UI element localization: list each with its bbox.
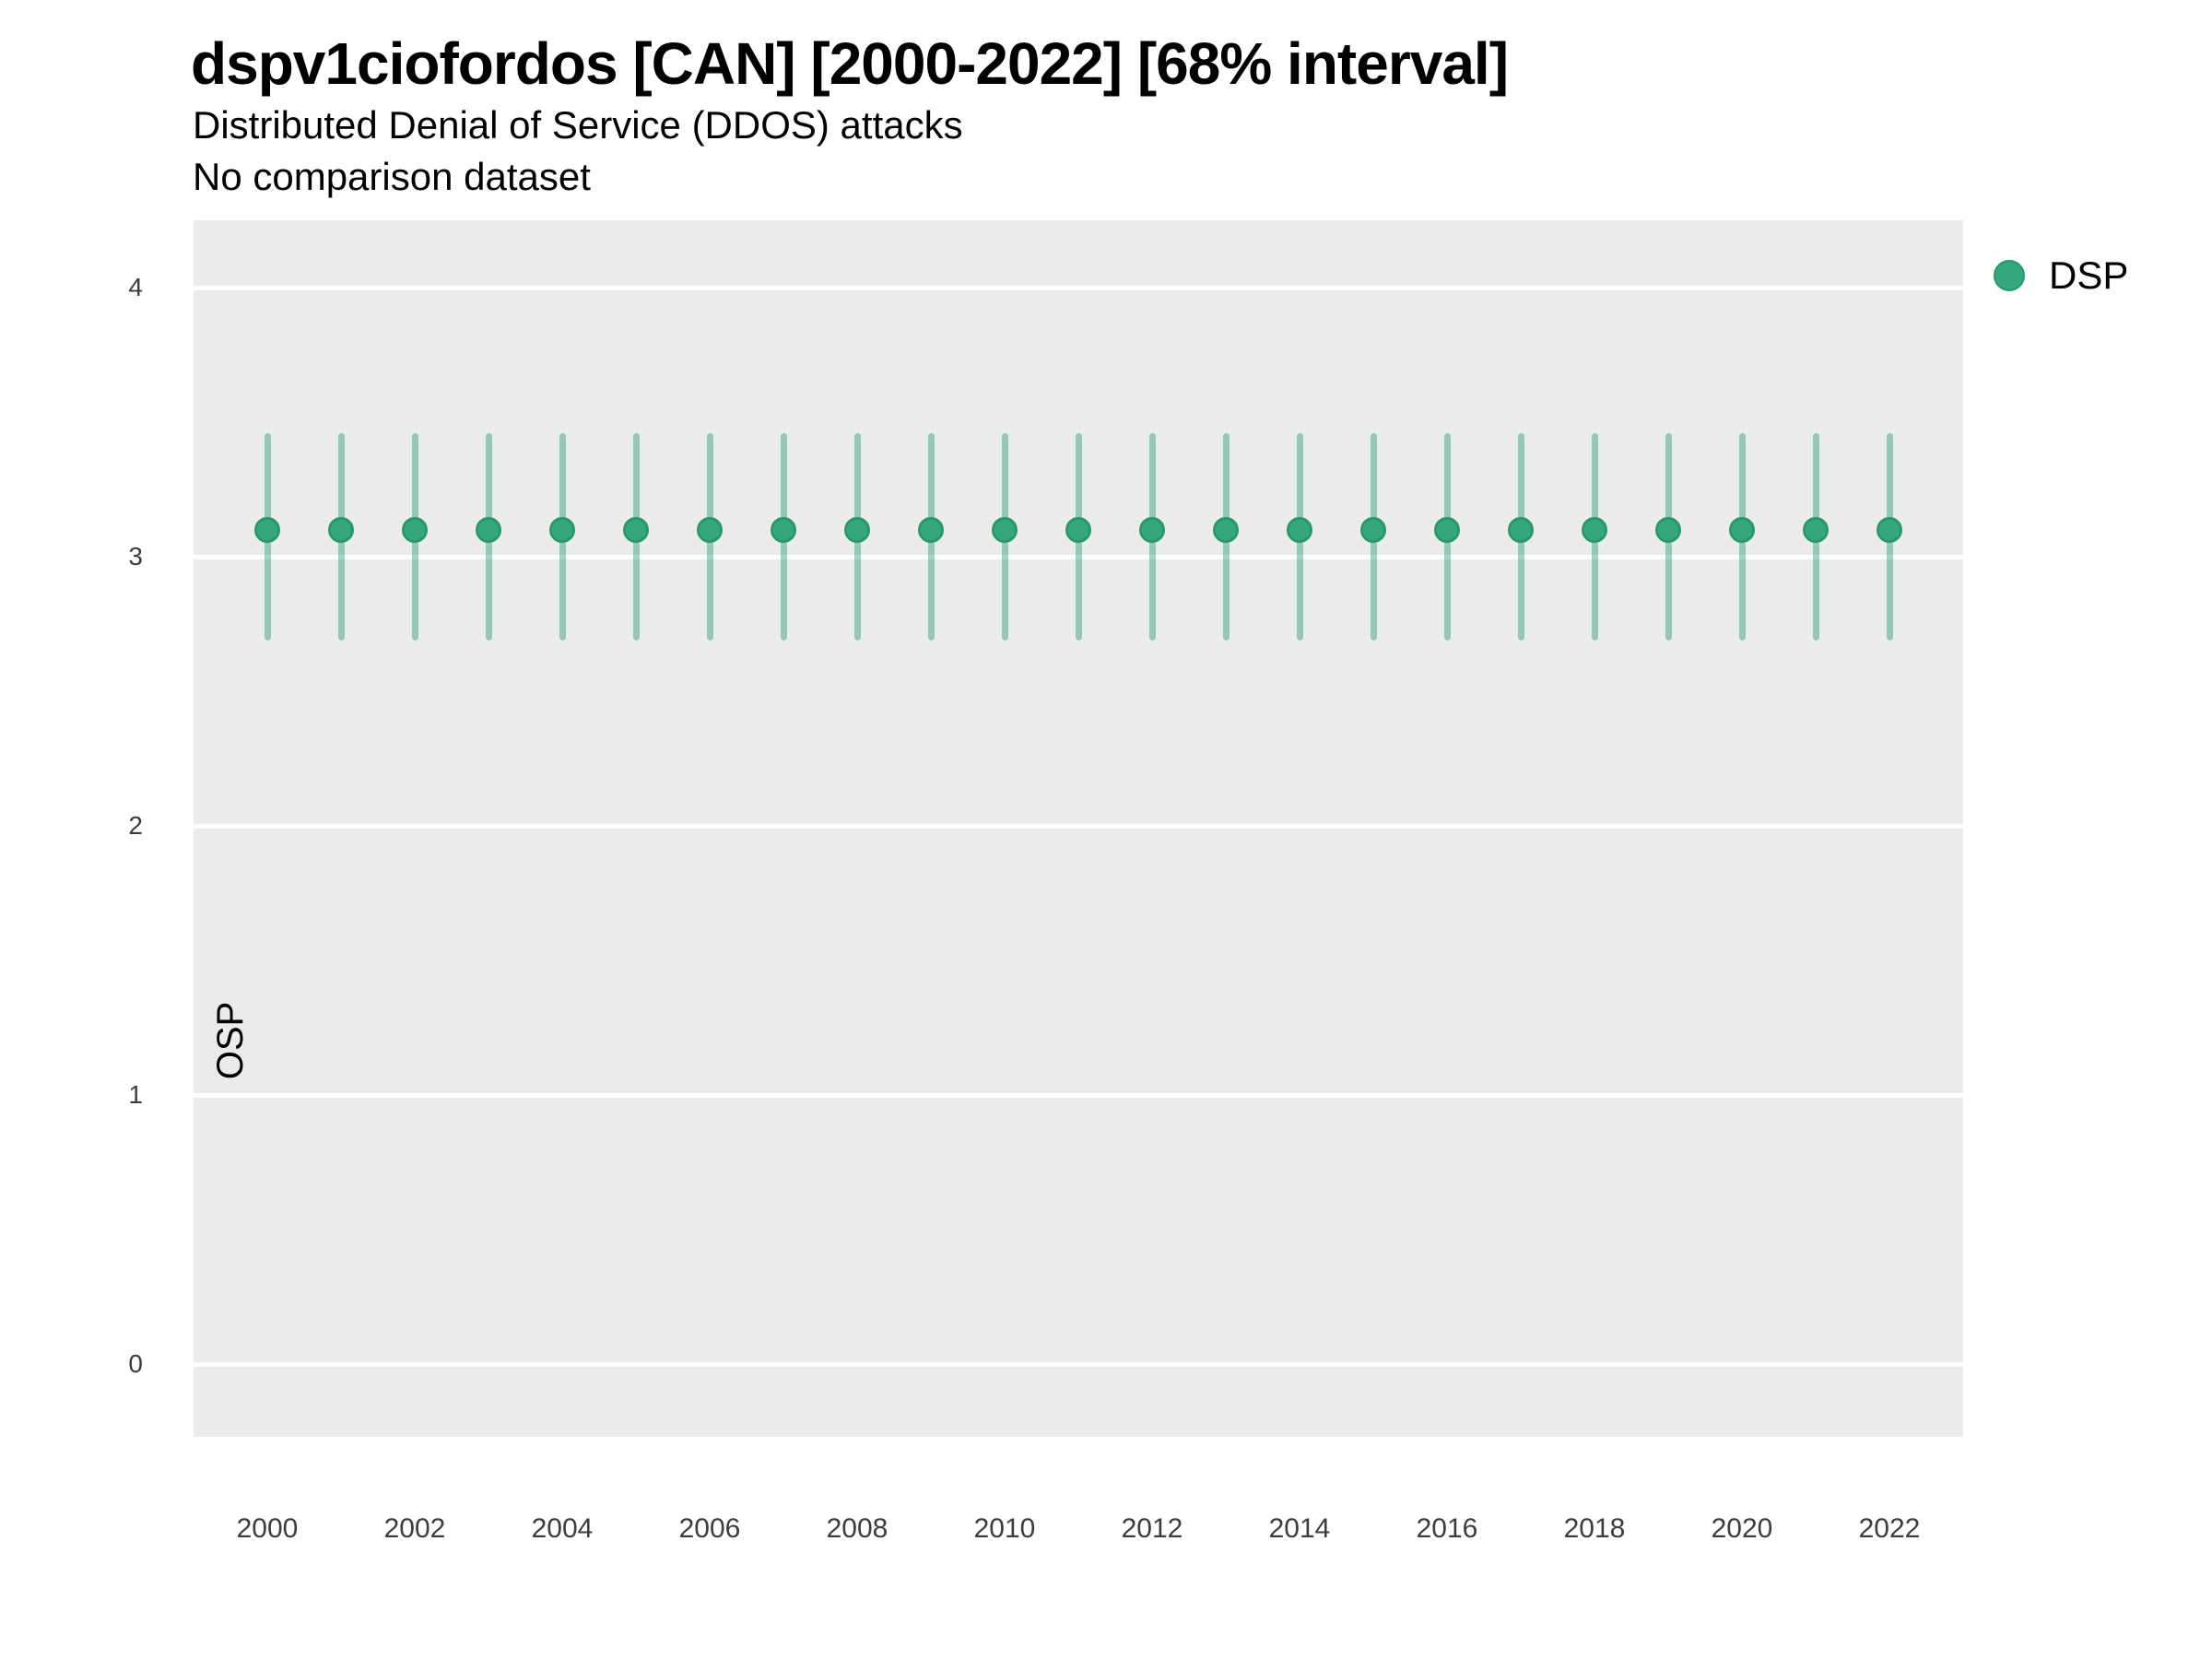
data-point [1803,516,1829,543]
data-point [918,516,944,543]
data-point [1287,516,1312,543]
data-point [1213,516,1239,543]
data-point [1139,516,1165,543]
x-tick-label: 2014 [1268,1513,1331,1544]
x-tick-label: 2000 [236,1513,299,1544]
legend-point-icon [1994,260,2025,291]
data-point [1877,516,1902,543]
data-point [771,516,796,543]
x-tick-label: 2012 [1121,1513,1183,1544]
y-gridline [194,554,1963,559]
data-point [992,516,1018,543]
y-gridline [194,823,1963,829]
y-tick-label: 2 [128,811,143,841]
data-point [402,516,428,543]
data-point [697,516,723,543]
x-tick-label: 2016 [1416,1513,1478,1544]
x-tick-label: 2018 [1563,1513,1626,1544]
plot-panel: OSP 0 1 2 3 4 2000 2002 2004 2006 2008 2010 2012 201… [128,220,1963,1544]
legend-label: DSP [2049,253,2129,297]
x-tick-label: 2002 [383,1513,446,1544]
data-point [1065,516,1091,543]
x-tick-label: 2006 [678,1513,741,1544]
y-axis-title: OSP [210,1001,251,1080]
y-tick-label: 4 [128,273,143,301]
data-point [1582,516,1607,543]
data-point [476,516,501,543]
y-tick-label: 3 [128,542,143,571]
x-tick-label: 2022 [1858,1513,1921,1544]
data-point [1434,516,1460,543]
y-tick-label: 0 [128,1349,143,1379]
legend: DSP [1994,253,2128,299]
data-point [844,516,870,543]
data-point [549,516,575,543]
data-point [1729,516,1755,543]
chart-annotation: No comparison dataset [193,155,591,198]
x-tick-label: 2008 [826,1513,888,1544]
data-point [254,516,280,543]
data-point [1360,516,1386,543]
chart-subtitle: Distributed Denial of Service (DDOS) att… [193,103,963,147]
y-gridline [194,1092,1963,1098]
data-point [1508,516,1534,543]
y-gridline [194,1361,1963,1367]
y-tick-label: 1 [128,1080,143,1110]
x-tick-label: 2020 [1711,1513,1773,1544]
data-point [328,516,354,543]
data-point [623,516,649,543]
x-tick-label: 2010 [973,1513,1036,1544]
data-point [1655,516,1681,543]
x-tick-label: 2004 [531,1513,594,1544]
y-gridline [194,285,1963,290]
chart-title: dspv1ciofordos [CAN] [2000-2022] [68% in… [191,30,1509,97]
